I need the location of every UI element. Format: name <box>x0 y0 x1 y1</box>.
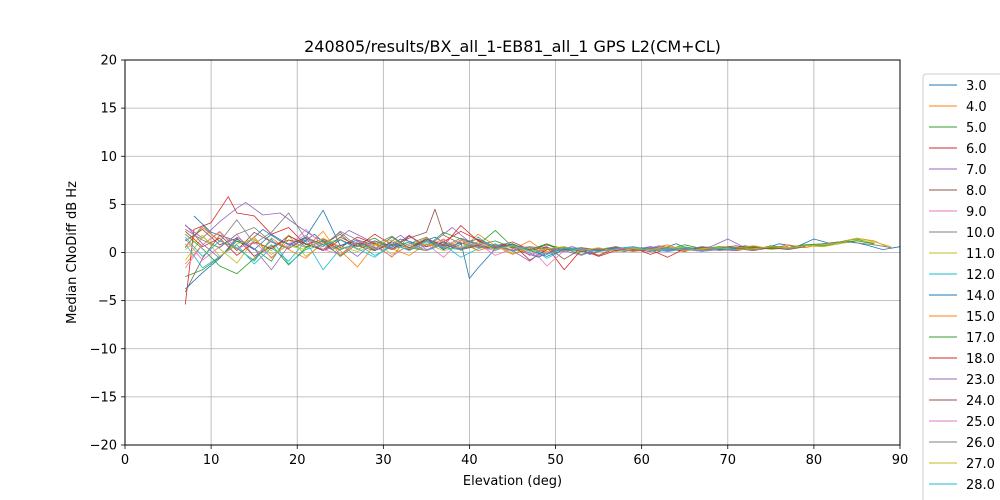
legend-label: 14.0 <box>966 289 995 304</box>
x-tick-label: 70 <box>720 453 737 468</box>
x-tick-label: 0 <box>121 453 129 468</box>
y-tick-label: 10 <box>100 150 117 165</box>
legend-label: 5.0 <box>966 121 987 136</box>
legend-label: 15.0 <box>966 310 995 325</box>
y-tick-label: −20 <box>90 439 117 454</box>
legend-box <box>922 73 1000 500</box>
x-axis-label: Elevation (deg) <box>463 474 562 489</box>
series-line-25-0 <box>184 230 720 269</box>
legend-label: 8.0 <box>966 184 987 199</box>
legend-label: 3.0 <box>966 79 987 94</box>
legend-label: 4.0 <box>966 100 987 115</box>
legend-label: 12.0 <box>966 268 995 283</box>
y-tick-label: −5 <box>98 294 117 309</box>
x-tick-label: 60 <box>633 453 650 468</box>
y-tick-label: 5 <box>109 198 117 213</box>
x-tick-label: 10 <box>203 453 220 468</box>
legend-label: 27.0 <box>966 457 995 472</box>
series-line-17-0 <box>185 229 875 275</box>
legend-label: 25.0 <box>966 415 995 430</box>
y-tick-label: 20 <box>100 54 117 69</box>
legend-label: 24.0 <box>966 394 995 409</box>
legend-label: 9.0 <box>966 205 987 220</box>
x-tick-label: 80 <box>806 453 823 468</box>
series-line-28-0 <box>185 236 737 265</box>
legend-label: 17.0 <box>966 331 995 346</box>
series-line-27-0 <box>185 234 892 257</box>
plot-lines <box>184 196 901 305</box>
y-tick-label: −15 <box>90 390 117 405</box>
x-tick-label: 20 <box>289 453 306 468</box>
y-tick-label: −10 <box>90 342 117 357</box>
y-tick-label: 0 <box>109 246 117 261</box>
x-tick-label: 30 <box>375 453 392 468</box>
legend-label: 6.0 <box>966 142 987 157</box>
legend-label: 26.0 <box>966 436 995 451</box>
series-line-7-0 <box>185 201 746 257</box>
y-tick-label: 15 <box>100 102 117 117</box>
x-tick-label: 90 <box>892 453 909 468</box>
y-ticks: 20 15 10 5 0 −5 −10 −15 −20 <box>90 54 125 454</box>
legend-label: 10.0 <box>966 226 995 241</box>
legend: 3.0 4.0 5.0 6.0 7.0 8.0 9.0 10.0 11.0 12.0 14.0 15.… <box>922 73 1000 500</box>
series-line-23-0 <box>185 224 737 271</box>
legend-label: 23.0 <box>966 373 995 388</box>
legend-label: 28.0 <box>966 478 995 493</box>
x-tick-label: 50 <box>547 453 564 468</box>
legend-label: 18.0 <box>966 352 995 367</box>
legend-label: 11.0 <box>966 247 995 262</box>
series-line-18-0 <box>185 225 771 261</box>
chart-title: 240805/results/BX_all_1-EB81_all_1 GPS L… <box>304 37 721 57</box>
x-tick-label: 40 <box>461 453 478 468</box>
y-axis-label: Median CNoDiff dB Hz <box>65 181 80 324</box>
legend-label: 7.0 <box>966 163 987 178</box>
series-line-10-0 <box>184 212 754 255</box>
x-ticks: 0 10 20 30 40 50 60 70 80 90 <box>121 445 908 468</box>
